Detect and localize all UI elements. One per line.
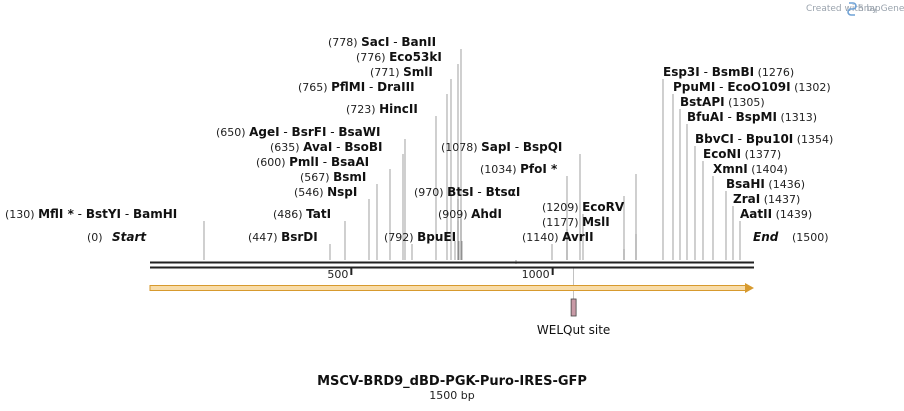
site-label-ppumi[interactable]: PpuMI - EcoO109I (1302) [673,80,831,94]
sequence-length: 1500 bp [429,389,474,402]
start-position: (0) [87,231,103,244]
site-label-avrii[interactable]: (1140) AvrII [522,230,594,244]
site-label-bsahi[interactable]: BsaHI (1436) [726,177,805,191]
site-label-bsmi[interactable]: (567) BsmI [300,170,366,184]
orf-arrow [149,283,754,293]
welqut-site-label: WELQut site [537,323,610,337]
welqut-site-feature[interactable] [570,298,577,317]
site-label-bfuai[interactable]: BfuAI - BspMI (1313) [687,110,817,124]
site-label-esp3i[interactable]: Esp3I - BsmBI (1276) [663,65,794,79]
site-label-btsi[interactable]: (970) BtsI - BtsαI [414,185,520,199]
site-label-bstapi[interactable]: BstAPI (1305) [680,95,765,109]
site-label-zrai[interactable]: ZraI (1437) [733,192,800,206]
end-label: End [753,230,779,244]
site-label-mfli[interactable]: (130) MflI * - BstYI - BamHI [5,207,177,221]
start-label: Start [112,230,147,244]
map-title: MSCV-BRD9_dBD-PGK-Puro-IRES-GFP [317,374,587,389]
snapgene-logo-icon [847,2,857,16]
ruler-tick-label-500: 500 [327,268,348,281]
site-label-saci[interactable]: (778) SacI - BanII [328,35,436,49]
site-label-avai[interactable]: (635) AvaI - BsoBI [270,140,382,154]
site-label-ecorv[interactable]: (1209) EcoRV [542,200,625,214]
site-label-nspi[interactable]: (546) NspI [294,185,357,199]
site-label-aatii[interactable]: AatII (1439) [740,207,812,221]
ruler-ticks: 500 1000 [327,267,554,281]
site-label-msli[interactable]: (1177) MslI [542,215,610,229]
site-label-bpuei[interactable]: (792) BpuEI [384,230,456,244]
end-position: (1500) [792,231,829,244]
site-label-agei[interactable]: (650) AgeI - BsrFI - BsaWI [216,125,380,139]
site-label-hincii[interactable]: (723) HincII [346,102,418,116]
site-label-econi[interactable]: EcoNI (1377) [703,147,781,161]
site-label-ahdi[interactable]: (909) AhdI [438,207,502,221]
site-label-pflmi[interactable]: (765) PflMI - DraIII [298,80,415,94]
site-label-xmni[interactable]: XmnI (1404) [713,162,788,176]
site-label-eco53ki[interactable]: (776) Eco53kI [356,50,442,64]
site-lines [203,49,741,299]
site-label-bbvci[interactable]: BbvCI - Bpu10I (1354) [695,132,833,146]
credit-text: Created with by [806,4,878,14]
site-labels: (130) MflI * - BstYI - BamHI (447) BsrDI (… [5,35,833,244]
ruler-tick-label-1000: 1000 [522,268,550,281]
site-label-sapi[interactable]: (1078) SapI - BspQI [441,140,562,154]
site-label-tati[interactable]: (486) TatI [273,207,331,221]
site-label-pmli[interactable]: (600) PmlI - BsaAI [256,155,369,169]
site-label-pfoi[interactable]: (1034) PfoI * [480,162,558,176]
site-label-smli[interactable]: (771) SmlI [370,65,433,79]
snapgene-brand: SnapGene [858,4,904,14]
site-label-bsrdi[interactable]: (447) BsrDI [248,230,318,244]
